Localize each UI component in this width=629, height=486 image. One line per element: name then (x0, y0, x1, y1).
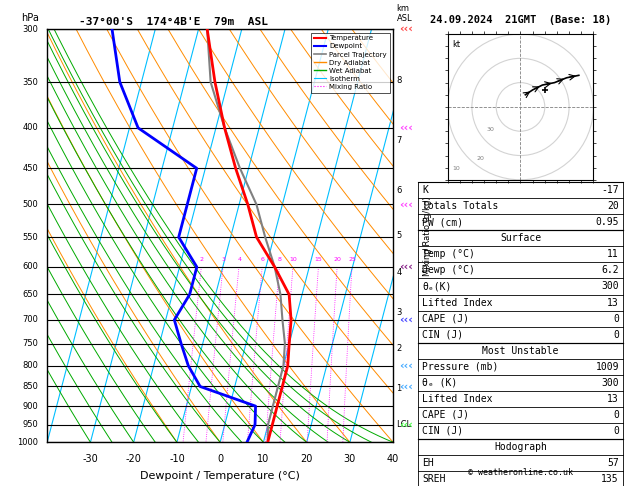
Text: Most Unstable: Most Unstable (482, 346, 559, 356)
Text: -10: -10 (169, 454, 185, 464)
Text: 300: 300 (601, 378, 619, 388)
Text: 0: 0 (613, 410, 619, 420)
Text: Lifted Index: Lifted Index (422, 394, 493, 404)
Text: 0: 0 (613, 426, 619, 436)
Text: 13: 13 (607, 394, 619, 404)
Text: 300: 300 (23, 25, 38, 34)
Text: Dewp (°C): Dewp (°C) (422, 265, 475, 276)
Text: km
ASL: km ASL (397, 3, 412, 23)
Text: 800: 800 (23, 361, 38, 370)
Text: ‹‹‹: ‹‹‹ (399, 262, 413, 272)
Text: 450: 450 (23, 164, 38, 173)
Text: ‹‹‹: ‹‹‹ (399, 382, 413, 392)
Text: 750: 750 (23, 339, 38, 348)
Text: 650: 650 (23, 290, 38, 299)
Text: -20: -20 (126, 454, 142, 464)
Text: 600: 600 (23, 262, 38, 272)
Text: 300: 300 (601, 281, 619, 292)
Text: 11: 11 (607, 249, 619, 260)
Text: 15: 15 (314, 258, 323, 262)
Text: 20: 20 (607, 201, 619, 211)
Text: 6.2: 6.2 (601, 265, 619, 276)
Text: Surface: Surface (500, 233, 541, 243)
Text: 25: 25 (348, 258, 356, 262)
Text: 20: 20 (301, 454, 313, 464)
Text: 10: 10 (289, 258, 297, 262)
Text: Temp (°C): Temp (°C) (422, 249, 475, 260)
Text: 135: 135 (601, 474, 619, 484)
Text: SREH: SREH (422, 474, 445, 484)
Text: Totals Totals: Totals Totals (422, 201, 498, 211)
Text: 13: 13 (607, 297, 619, 308)
Text: 0: 0 (613, 313, 619, 324)
Text: K: K (422, 185, 428, 195)
Text: 0: 0 (217, 454, 223, 464)
Text: ‹‹‹: ‹‹‹ (399, 419, 413, 430)
Text: © weatheronline.co.uk: © weatheronline.co.uk (468, 468, 573, 477)
Text: θₑ(K): θₑ(K) (422, 281, 452, 292)
Text: kt: kt (452, 40, 460, 49)
Text: -37°00'S  174°4B'E  79m  ASL: -37°00'S 174°4B'E 79m ASL (79, 17, 267, 27)
Text: 8: 8 (277, 258, 282, 262)
Text: 3: 3 (221, 258, 225, 262)
Text: LCL: LCL (397, 420, 412, 429)
Text: 40: 40 (387, 454, 399, 464)
Text: 5: 5 (397, 231, 402, 241)
Text: 30: 30 (344, 454, 356, 464)
Text: 6: 6 (397, 186, 402, 195)
Text: 2: 2 (199, 258, 204, 262)
Text: CIN (J): CIN (J) (422, 330, 463, 340)
Text: 350: 350 (23, 78, 38, 87)
Text: EH: EH (422, 458, 434, 468)
Text: 0: 0 (613, 330, 619, 340)
Text: 950: 950 (23, 420, 38, 429)
Text: 3: 3 (397, 308, 402, 317)
Text: 1009: 1009 (596, 362, 619, 372)
Text: 30: 30 (486, 127, 494, 132)
Text: ‹‹‹: ‹‹‹ (399, 199, 413, 209)
Text: 8: 8 (397, 76, 402, 85)
Text: 57: 57 (607, 458, 619, 468)
Text: CAPE (J): CAPE (J) (422, 410, 469, 420)
Text: 6: 6 (260, 258, 264, 262)
Text: ‹‹‹: ‹‹‹ (399, 361, 413, 371)
Text: 500: 500 (23, 200, 38, 209)
Text: 400: 400 (23, 123, 38, 132)
Text: 4: 4 (237, 258, 241, 262)
Text: Lifted Index: Lifted Index (422, 297, 493, 308)
Text: PW (cm): PW (cm) (422, 217, 463, 227)
Text: 10: 10 (257, 454, 269, 464)
Text: 20: 20 (477, 156, 484, 161)
Text: Dewpoint / Temperature (°C): Dewpoint / Temperature (°C) (140, 471, 300, 481)
Text: 2: 2 (397, 345, 402, 353)
Text: -17: -17 (601, 185, 619, 195)
Text: ‹‹‹: ‹‹‹ (399, 24, 413, 34)
Text: hPa: hPa (21, 13, 38, 23)
Text: 10: 10 (452, 166, 460, 171)
Text: 4: 4 (397, 268, 402, 277)
Text: CAPE (J): CAPE (J) (422, 313, 469, 324)
Text: 850: 850 (23, 382, 38, 391)
Text: 24.09.2024  21GMT  (Base: 18): 24.09.2024 21GMT (Base: 18) (430, 15, 611, 25)
Text: 20: 20 (333, 258, 342, 262)
Text: 700: 700 (23, 315, 38, 324)
Text: 1000: 1000 (18, 438, 38, 447)
Text: 7: 7 (397, 136, 402, 145)
Text: ‹‹‹: ‹‹‹ (399, 315, 413, 325)
Text: θₑ (K): θₑ (K) (422, 378, 457, 388)
Text: Hodograph: Hodograph (494, 442, 547, 452)
Text: ‹‹‹: ‹‹‹ (399, 123, 413, 133)
Text: 900: 900 (23, 401, 38, 411)
Text: Pressure (mb): Pressure (mb) (422, 362, 498, 372)
Text: 550: 550 (23, 233, 38, 242)
Text: Mixing Ratio (g/kg): Mixing Ratio (g/kg) (423, 196, 432, 276)
Text: 1: 1 (397, 384, 402, 393)
Text: -30: -30 (82, 454, 98, 464)
Legend: Temperature, Dewpoint, Parcel Trajectory, Dry Adiabat, Wet Adiabat, Isotherm, Mi: Temperature, Dewpoint, Parcel Trajectory… (311, 33, 389, 93)
Text: CIN (J): CIN (J) (422, 426, 463, 436)
Text: 0.95: 0.95 (596, 217, 619, 227)
